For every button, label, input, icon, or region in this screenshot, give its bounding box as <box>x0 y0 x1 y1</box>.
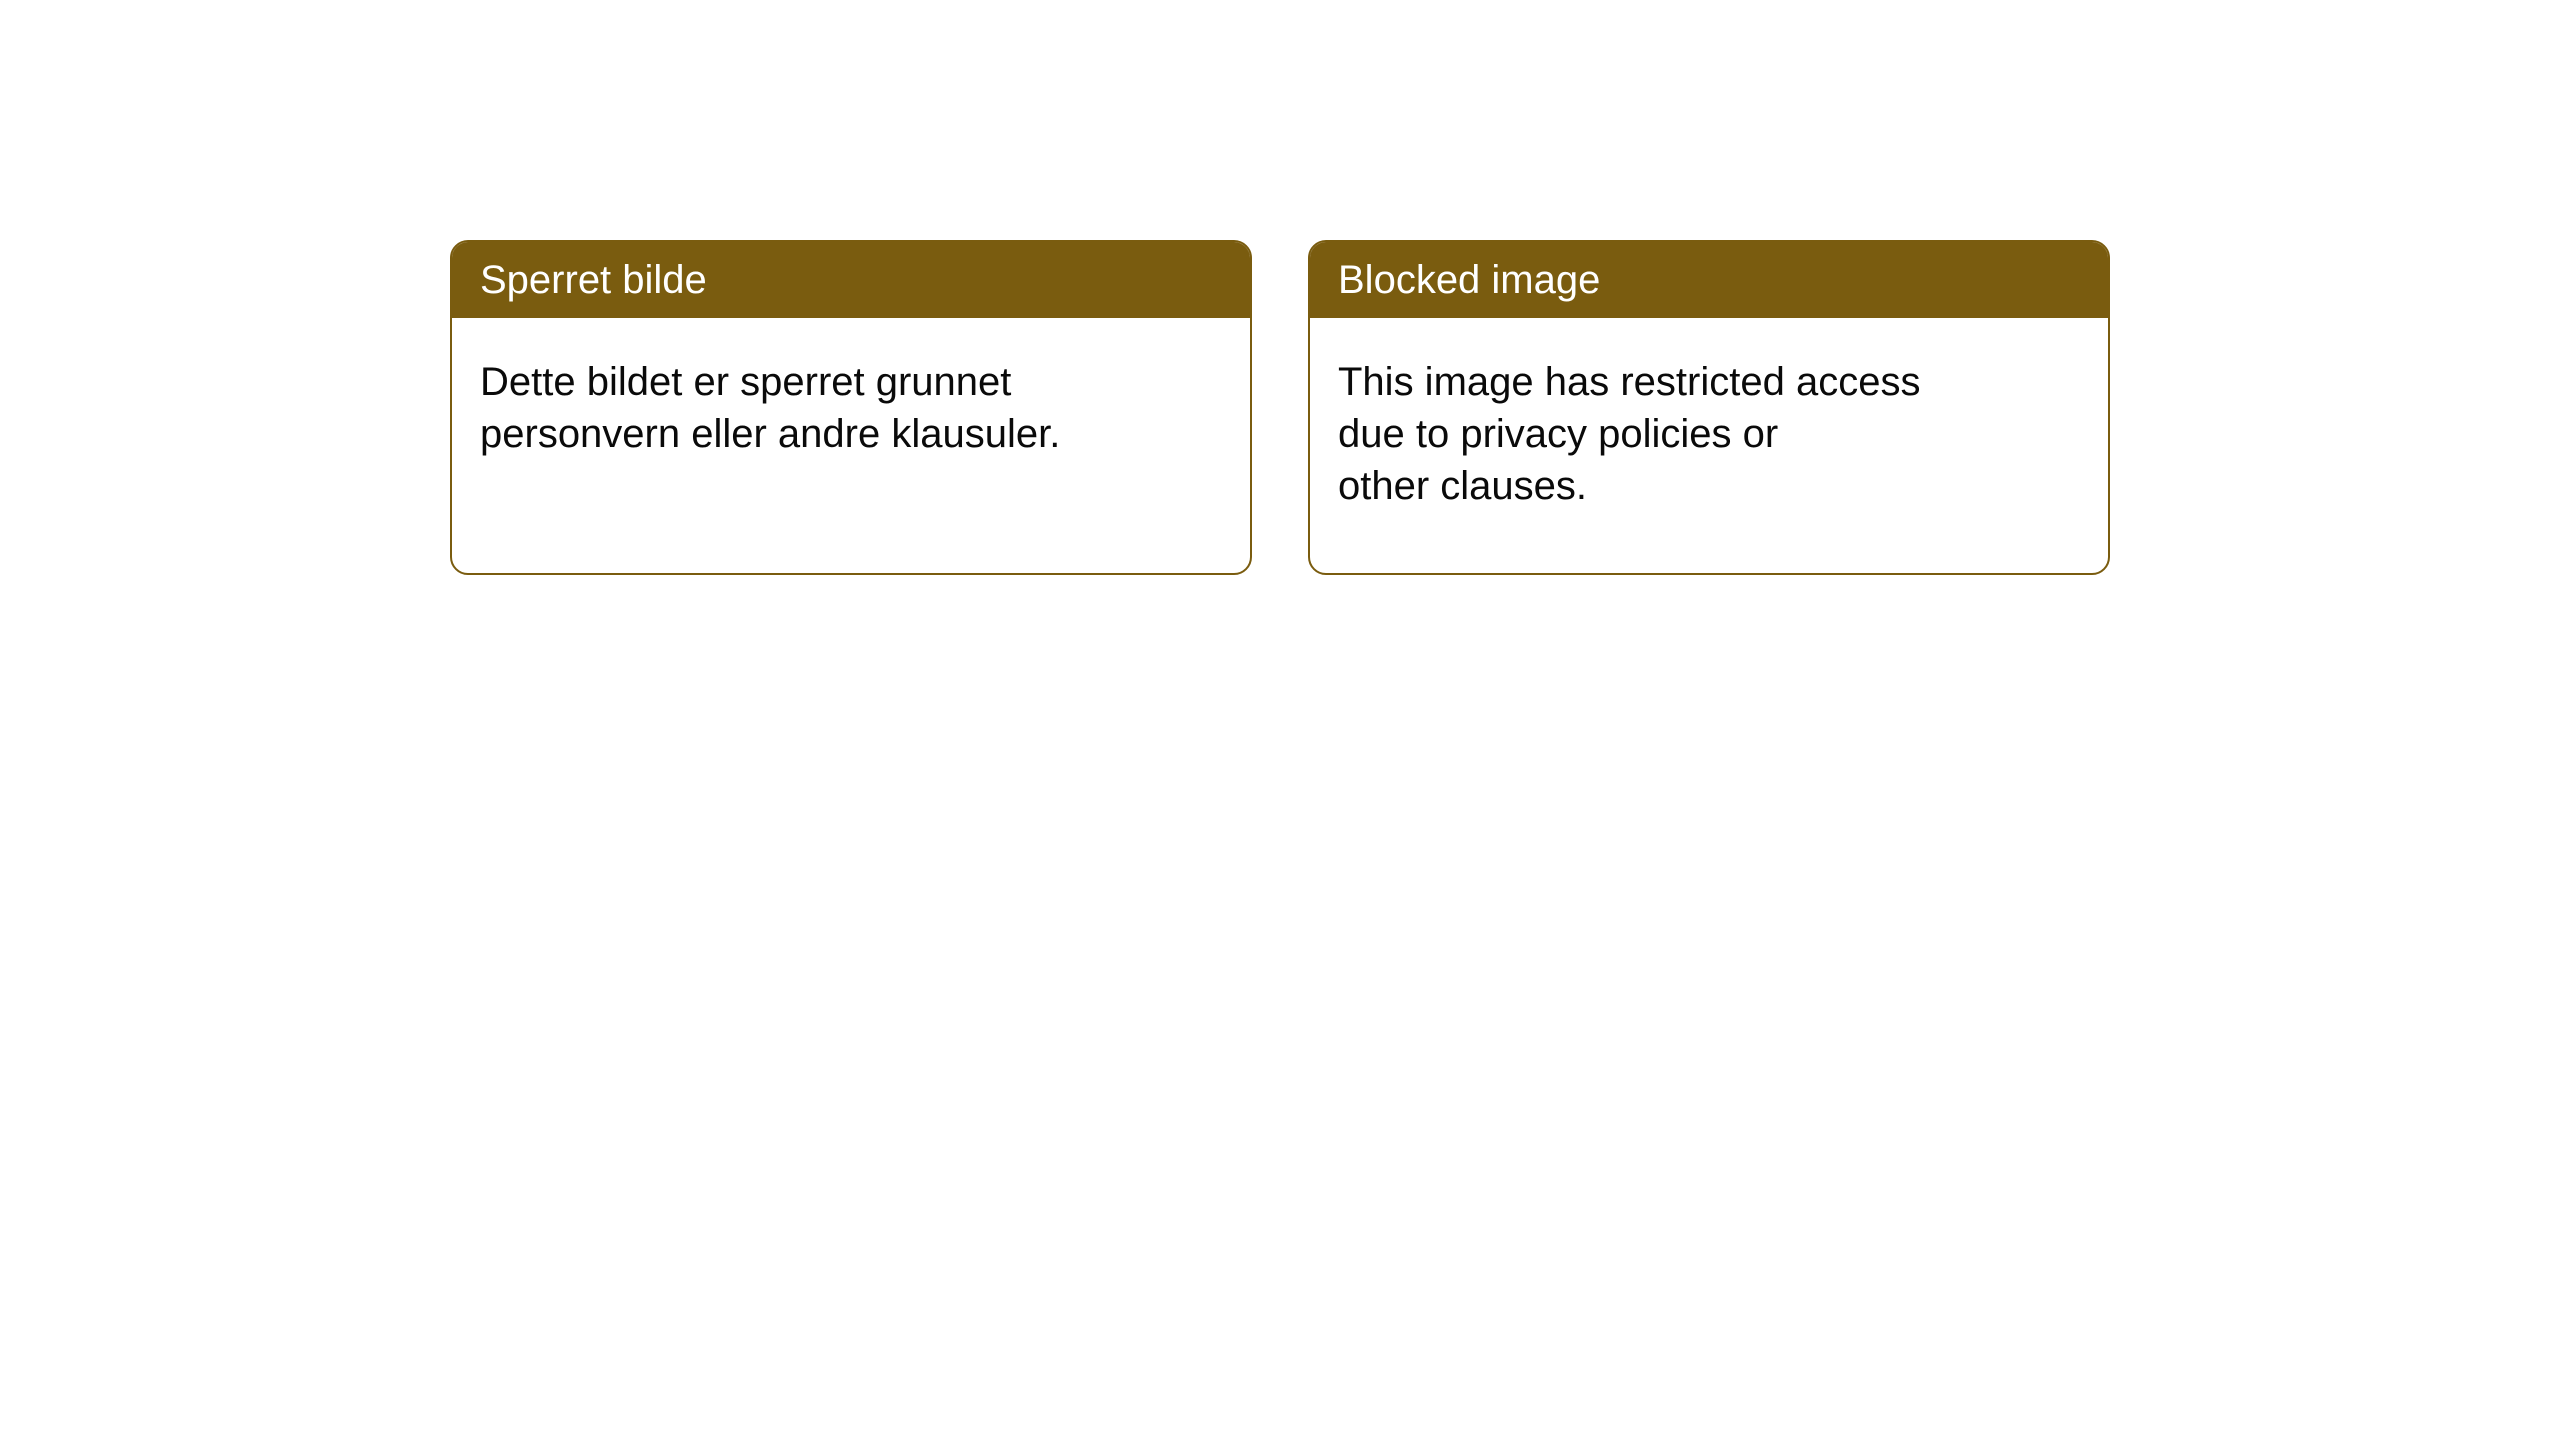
card-header: Blocked image <box>1310 242 2108 318</box>
card-header: Sperret bilde <box>452 242 1250 318</box>
notice-card-norwegian: Sperret bilde Dette bildet er sperret gr… <box>450 240 1252 575</box>
notice-card-english: Blocked image This image has restricted … <box>1308 240 2110 575</box>
card-body: Dette bildet er sperret grunnet personve… <box>452 318 1250 498</box>
card-body: This image has restricted access due to … <box>1310 318 2108 550</box>
notice-cards-container: Sperret bilde Dette bildet er sperret gr… <box>450 240 2560 575</box>
